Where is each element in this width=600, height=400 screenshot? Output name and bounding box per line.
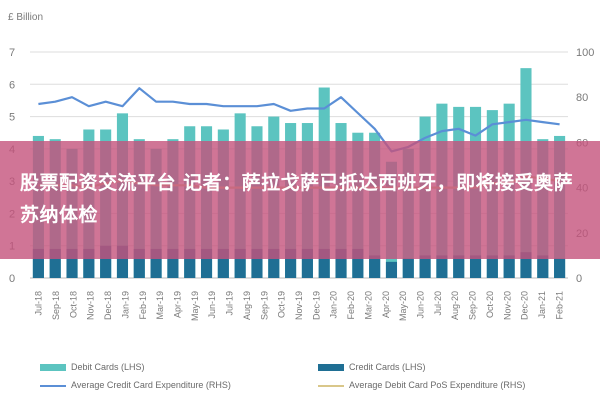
credit-bar (352, 248, 364, 278)
left-tick-label: 7 (9, 47, 15, 59)
x-tick-label: Apr-20 (381, 291, 391, 318)
legend-label: Credit Cards (LHS) (349, 362, 426, 372)
credit-bar (167, 248, 179, 278)
credit-bar (419, 255, 431, 278)
credit-bar (486, 255, 498, 278)
legend-label: Average Credit Card Expenditure (RHS) (71, 380, 231, 390)
x-tick-label: Nov-19 (294, 291, 304, 320)
legend: Debit Cards (LHS) Credit Cards (LHS) Ave… (0, 352, 600, 400)
credit-bar (217, 248, 229, 278)
left-tick-label: 5 (9, 112, 15, 124)
overlay-banner: 股票配资交流平台 记者：萨拉戈萨已抵达西班牙，即将接受奥萨苏纳体检 (0, 141, 600, 259)
legend-label: Debit Cards (LHS) (71, 362, 145, 372)
x-tick-label: Jul-20 (433, 291, 443, 316)
credit-bar (234, 248, 246, 278)
credit-bar (83, 248, 95, 278)
legend-swatch (40, 384, 66, 387)
legend-swatch (40, 364, 66, 372)
credit-bars (32, 245, 566, 278)
banner-text: 股票配资交流平台 记者：萨拉戈萨已抵达西班牙，即将接受奥萨苏纳体检 (20, 172, 574, 226)
credit-bar (66, 248, 78, 278)
x-tick-label: Jun-20 (415, 291, 425, 319)
credit-bar (133, 248, 145, 278)
credit-bar (537, 255, 549, 278)
credit-bar (200, 248, 213, 278)
credit-bar (402, 258, 414, 278)
credit-bar (503, 255, 515, 278)
x-tick-label: Nov-20 (502, 291, 512, 320)
x-tick-label: Sep-18 (51, 291, 61, 320)
x-tick-label: Aug-19 (242, 291, 252, 320)
credit-bar (436, 255, 448, 278)
credit-bar (184, 248, 196, 278)
right-tick-label: 100 (576, 47, 594, 59)
series-line (38, 87, 560, 153)
x-tick-label: Jan-19 (120, 291, 130, 319)
x-tick-label: Jul-19 (225, 291, 235, 316)
left-tick-label: 6 (9, 79, 15, 91)
x-tick-label: Aug-20 (450, 291, 460, 320)
x-tick-label: Oct-18 (68, 291, 78, 318)
credit-bar (150, 248, 162, 278)
x-tick-label: Dec-19 (311, 291, 321, 320)
credit-bar (453, 255, 465, 278)
x-tick-label: May-19 (190, 291, 200, 321)
legend-item-credit-avg: Average Credit Card Expenditure (RHS) (40, 380, 231, 390)
credit-bar (385, 261, 398, 278)
x-tick-label: Mar-20 (363, 291, 373, 320)
x-tick-label: Feb-20 (346, 291, 356, 320)
x-tick-label: Jun-19 (207, 291, 217, 319)
x-tick-label: Dec-20 (520, 291, 530, 320)
x-tick-label: Jan-21 (537, 291, 547, 319)
credit-bar (32, 248, 44, 278)
left-tick-label: 0 (9, 273, 15, 285)
x-tick-label: Oct-19 (277, 291, 287, 318)
credit-bar (285, 248, 297, 278)
credit-bar (116, 245, 129, 278)
credit-bar (335, 248, 347, 278)
credit-bar (100, 245, 112, 278)
x-tick-label: Jan-20 (329, 291, 339, 319)
credit-bar (369, 255, 381, 278)
legend-swatch (318, 364, 344, 372)
right-tick-label: 80 (576, 92, 588, 104)
legend-item-credit: Credit Cards (LHS) (318, 362, 426, 372)
x-tick-label: Sep-19 (259, 291, 269, 320)
credit-bar (318, 248, 330, 278)
x-tick-label: Oct-20 (485, 291, 495, 318)
x-tick-label: Feb-19 (138, 291, 148, 320)
right-tick-label: 0 (576, 273, 582, 285)
credit-bar (469, 255, 482, 278)
credit-bar (268, 248, 280, 278)
credit-bar (251, 248, 263, 278)
left-axis-unit: £ Billion (8, 12, 43, 23)
x-tick-label: Sep-20 (468, 291, 478, 320)
legend-item-debit: Debit Cards (LHS) (40, 362, 145, 372)
credit-bar (301, 248, 313, 278)
credit-bar (554, 258, 566, 278)
x-tick-label: Feb-21 (554, 291, 564, 320)
credit-bar (520, 252, 532, 278)
x-tick-label: Nov-18 (86, 291, 96, 320)
x-tick-label: Dec-18 (103, 291, 113, 320)
x-tick-label: May-20 (398, 291, 408, 321)
x-axis-ticks: Jul-18 Sep-18 Oct-18 Nov-18 Dec-18 Jan-19 Feb-… (34, 291, 565, 321)
legend-swatch (318, 384, 344, 387)
x-tick-label: Jul-18 (34, 291, 44, 316)
x-tick-label: Apr-19 (173, 291, 183, 318)
legend-label: Average Debit Card PoS Expenditure (RHS) (349, 380, 526, 390)
credit-bar (49, 248, 61, 278)
x-tick-label: Mar-19 (155, 291, 165, 320)
legend-item-debit-avg: Average Debit Card PoS Expenditure (RHS) (318, 380, 525, 390)
